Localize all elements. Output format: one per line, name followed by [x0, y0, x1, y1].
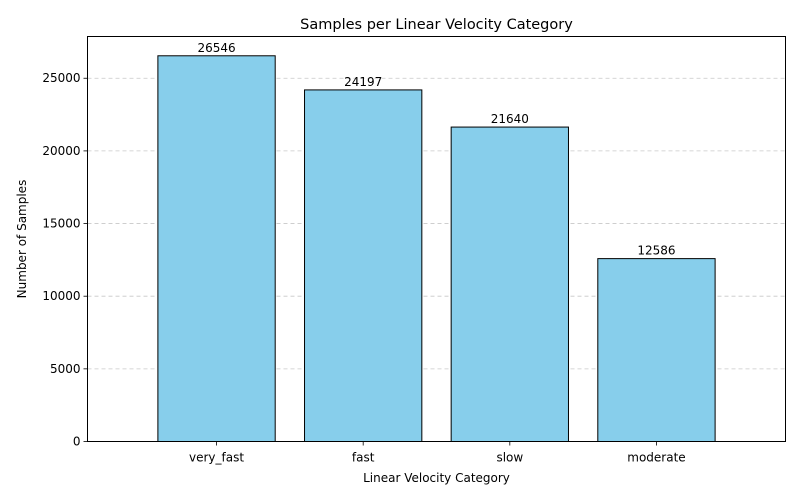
- bar-very-fast: [157, 55, 276, 443]
- y-axis-label: Number of Samples: [15, 180, 29, 299]
- bar-fast: [304, 89, 423, 442]
- y-tick-label: 15000: [42, 217, 80, 231]
- y-tick-label: 25000: [42, 71, 80, 85]
- bar-slow: [450, 126, 569, 442]
- y-tick-label: 10000: [42, 289, 80, 303]
- x-axis-ticks: very_fast fast slow moderate: [189, 441, 686, 465]
- plot-frame: [87, 36, 786, 442]
- x-tick-label: slow: [496, 451, 523, 465]
- bar-moderate: [597, 258, 716, 442]
- bar-value-label: 24197: [344, 75, 382, 89]
- x-tick-label: very_fast: [189, 451, 244, 465]
- bar-value-label: 12586: [637, 244, 675, 258]
- x-tick-label: moderate: [627, 451, 685, 465]
- x-tick-label: fast: [352, 451, 375, 465]
- y-axis-ticks: 0 5000 10000 15000 20000 25000: [42, 71, 88, 449]
- y-tick-label: 0: [73, 435, 81, 449]
- bars: [157, 55, 716, 443]
- x-axis-label: Linear Velocity Category: [363, 471, 510, 485]
- y-tick-label: 20000: [42, 144, 80, 158]
- bar-value-labels: 26546 24197 21640 12586: [197, 41, 675, 258]
- bar-value-label: 21640: [491, 112, 529, 126]
- chart-title: Samples per Linear Velocity Category: [300, 17, 573, 33]
- bar-value-label: 26546: [197, 41, 235, 55]
- y-tick-label: 5000: [50, 362, 81, 376]
